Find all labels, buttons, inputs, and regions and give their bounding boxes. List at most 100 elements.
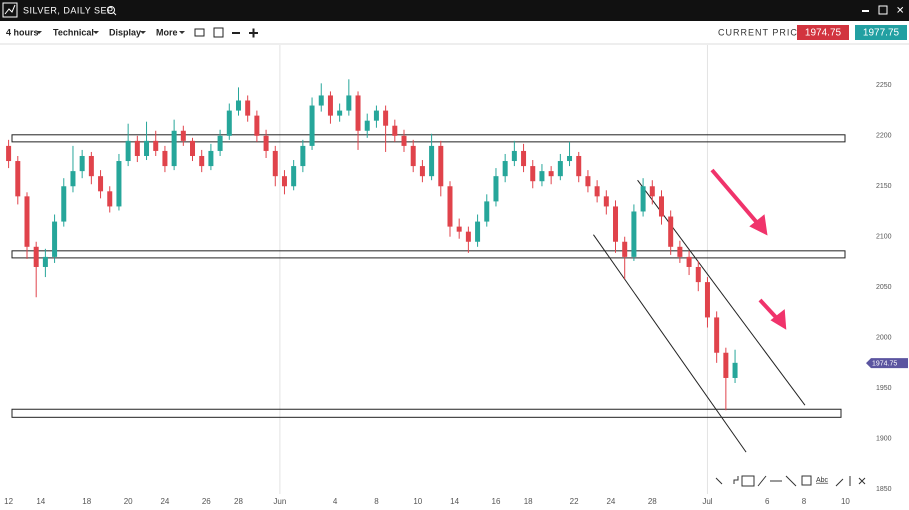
x-tick-label: 14 (450, 497, 459, 506)
plot: 12 14 18 20 24 26 28 Jun 4 8 10 14 16 18 22 24 28 Jul 6 8 10… (4, 45, 908, 506)
candle-body (686, 256, 692, 267)
candle-body (594, 186, 600, 197)
more-menu[interactable]: More (156, 27, 178, 37)
tool-icon[interactable] (801, 475, 812, 486)
candle-body (475, 221, 481, 242)
candle-body (401, 135, 407, 146)
candle-body (254, 115, 260, 136)
technical-menu[interactable]: Technical (53, 27, 94, 37)
candle-body (622, 241, 628, 257)
x-tick-label: 8 (374, 497, 379, 506)
candle-body (15, 161, 21, 197)
candle-body (153, 140, 159, 151)
candle-body (704, 282, 710, 318)
x-tick-label: 16 (492, 497, 501, 506)
candle-body (61, 186, 67, 222)
title-bar (0, 0, 909, 21)
drawing-toolbar (715, 475, 866, 487)
candle-body (144, 140, 150, 156)
candle-body (346, 95, 352, 111)
zone (11, 250, 846, 259)
candle-body (456, 226, 462, 232)
candle-body (530, 166, 536, 182)
zoom-in[interactable] (249, 28, 258, 38)
candle-body (162, 150, 168, 167)
candle-body (125, 140, 131, 162)
candle-body (364, 120, 370, 131)
display-menu[interactable]: Display (109, 27, 141, 37)
x-tick-label: 26 (202, 497, 211, 506)
close-x[interactable]: ✕ (896, 6, 904, 17)
minimize[interactable] (862, 10, 869, 12)
save-icon[interactable] (213, 27, 224, 38)
zone (11, 134, 846, 143)
x-tick-label: 28 (648, 497, 657, 506)
x-tick-label: 18 (82, 497, 91, 506)
x-tick-label: 24 (606, 497, 615, 506)
candle-body (226, 110, 232, 136)
current-price-tag (866, 358, 908, 369)
candle-body (70, 171, 76, 187)
candle-body (392, 125, 398, 136)
candle-body (199, 155, 205, 167)
interval-menu[interactable]: 4 hours (6, 27, 39, 37)
x-tick-label: 4 (333, 497, 338, 506)
candle-body (383, 110, 389, 126)
tool-icon[interactable] (715, 476, 739, 485)
candle-body (291, 166, 297, 187)
candle-body (107, 191, 113, 207)
candle-body (465, 231, 471, 242)
candle-body (732, 362, 738, 378)
tool-icon[interactable] (757, 475, 851, 487)
tool-icon[interactable] (741, 475, 755, 487)
candle-body (79, 155, 85, 172)
zoom-out[interactable] (232, 32, 240, 34)
text-tool[interactable]: Abc (816, 477, 829, 484)
candle-body (649, 186, 655, 197)
tool-icon[interactable] (858, 477, 866, 485)
bid-box[interactable] (797, 25, 849, 40)
candle-body (410, 145, 416, 167)
candle-body (677, 246, 683, 257)
candle-body (217, 135, 223, 151)
popout[interactable] (878, 5, 888, 15)
candle-body (272, 150, 278, 177)
candle-body (438, 145, 444, 187)
candle-body (429, 145, 435, 177)
toolbar (0, 21, 909, 44)
x-tick-label: 20 (124, 497, 133, 506)
open-icon[interactable] (194, 28, 205, 37)
candle-body (281, 176, 287, 187)
candle-body (190, 140, 196, 156)
symbol-title: SILVER, DAILY SEP (23, 5, 114, 15)
y-tick-label: 2150 (876, 183, 892, 190)
bid-price: 1974.75 (805, 28, 842, 39)
candle-body (539, 171, 545, 182)
candle-body (88, 155, 94, 177)
candle-body (511, 150, 517, 162)
candle-body (245, 100, 251, 116)
candle-body (52, 221, 58, 257)
y-tick-label: 2050 (876, 284, 892, 291)
candle-body (263, 135, 269, 151)
x-tick-label: 22 (570, 497, 579, 506)
candle-body (557, 161, 563, 177)
candle-body (631, 211, 637, 257)
candle-body (521, 150, 527, 167)
x-tick-label: Jul (702, 497, 712, 506)
x-tick-label: 6 (765, 497, 770, 506)
search-icon[interactable] (107, 6, 115, 14)
candle-body (42, 256, 48, 267)
candle-body (613, 206, 619, 242)
y-tick-label: 2200 (876, 133, 892, 140)
x-tick-label: 24 (160, 497, 169, 506)
current-price-value: 1974.75 (872, 360, 897, 367)
candle-body (493, 176, 499, 202)
logo (2, 2, 18, 18)
x-tick-label: 10 (413, 497, 422, 506)
candle-body (318, 95, 324, 106)
ask-price: 1977.75 (863, 28, 900, 39)
ask-box[interactable] (855, 25, 907, 40)
x-tick-label: Jun (273, 497, 286, 506)
